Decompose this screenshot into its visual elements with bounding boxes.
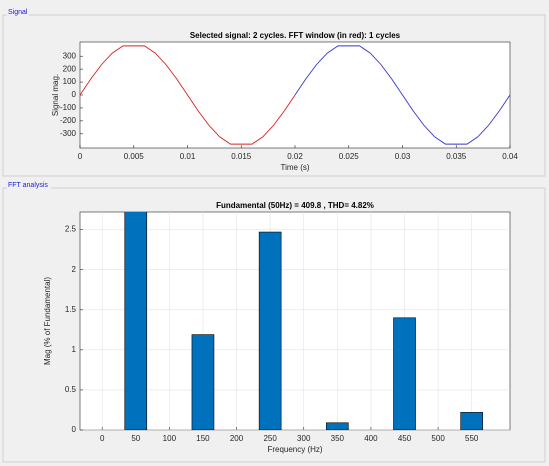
x-tick-label: 350 [331,434,345,443]
panel-title: FFT analysis [8,182,48,189]
x-tick-label: 0.01 [180,152,196,161]
x-tick-label: 500 [431,434,445,443]
x-tick-label: 150 [196,434,210,443]
x-tick-label: 0.02 [287,152,303,161]
plot-clip [80,45,510,145]
bar [326,422,349,430]
y-axis-label: Signal mag. [51,74,60,116]
plot-clip [124,212,484,430]
panel-title: Signal [8,9,28,16]
panel-title-bg [7,181,51,189]
y-tick-label: 2.5 [65,225,77,234]
bar [393,317,416,430]
y-tick-label: 1.5 [65,305,77,314]
panel-title-bg [7,8,29,16]
x-tick-label: 50 [131,434,140,443]
chart-title: Fundamental (50Hz) = 409.8 , THD= 4.82% [216,201,374,210]
y-tick-label: 0 [72,425,77,434]
x-tick-label: 0.035 [446,152,467,161]
y-axis-label: Mag (% of Fundamental) [43,277,52,365]
bar [460,412,484,430]
x-tick-label: 250 [263,434,277,443]
y-tick-label: -300 [60,129,77,138]
x-tick-label: 0 [78,152,83,161]
y-tick-label: 200 [63,64,77,73]
y-tick-label: 300 [63,51,77,60]
signal-line [294,45,510,145]
bar [124,212,148,430]
x-tick-label: 100 [163,434,177,443]
y-tick-label: 2 [72,265,77,274]
x-tick-label: 400 [364,434,378,443]
x-axis-label: Frequency (Hz) [267,445,322,454]
bar [191,334,215,430]
y-tick-label: 1 [72,345,77,354]
x-tick-label: 450 [398,434,412,443]
y-tick-label: 0 [72,90,77,99]
x-tick-label: 550 [465,434,479,443]
y-tick-label: 100 [63,77,77,86]
x-tick-label: 200 [230,434,244,443]
chart-title: Selected signal: 2 cycles. FFT window (i… [190,31,401,40]
y-tick-label: -200 [60,116,77,125]
x-tick-label: 0.015 [231,152,252,161]
x-axis-label: Time (s) [280,163,309,172]
x-tick-label: 300 [297,434,311,443]
y-tick-label: -100 [60,103,77,112]
x-tick-label: 0.03 [395,152,411,161]
x-tick-label: 0.04 [502,152,518,161]
y-tick-label: 0.5 [65,385,77,394]
bar [258,231,282,430]
x-tick-label: 0.025 [339,152,360,161]
x-tick-label: 0.005 [124,152,145,161]
x-tick-label: 0 [100,434,105,443]
signal-line [80,45,296,145]
